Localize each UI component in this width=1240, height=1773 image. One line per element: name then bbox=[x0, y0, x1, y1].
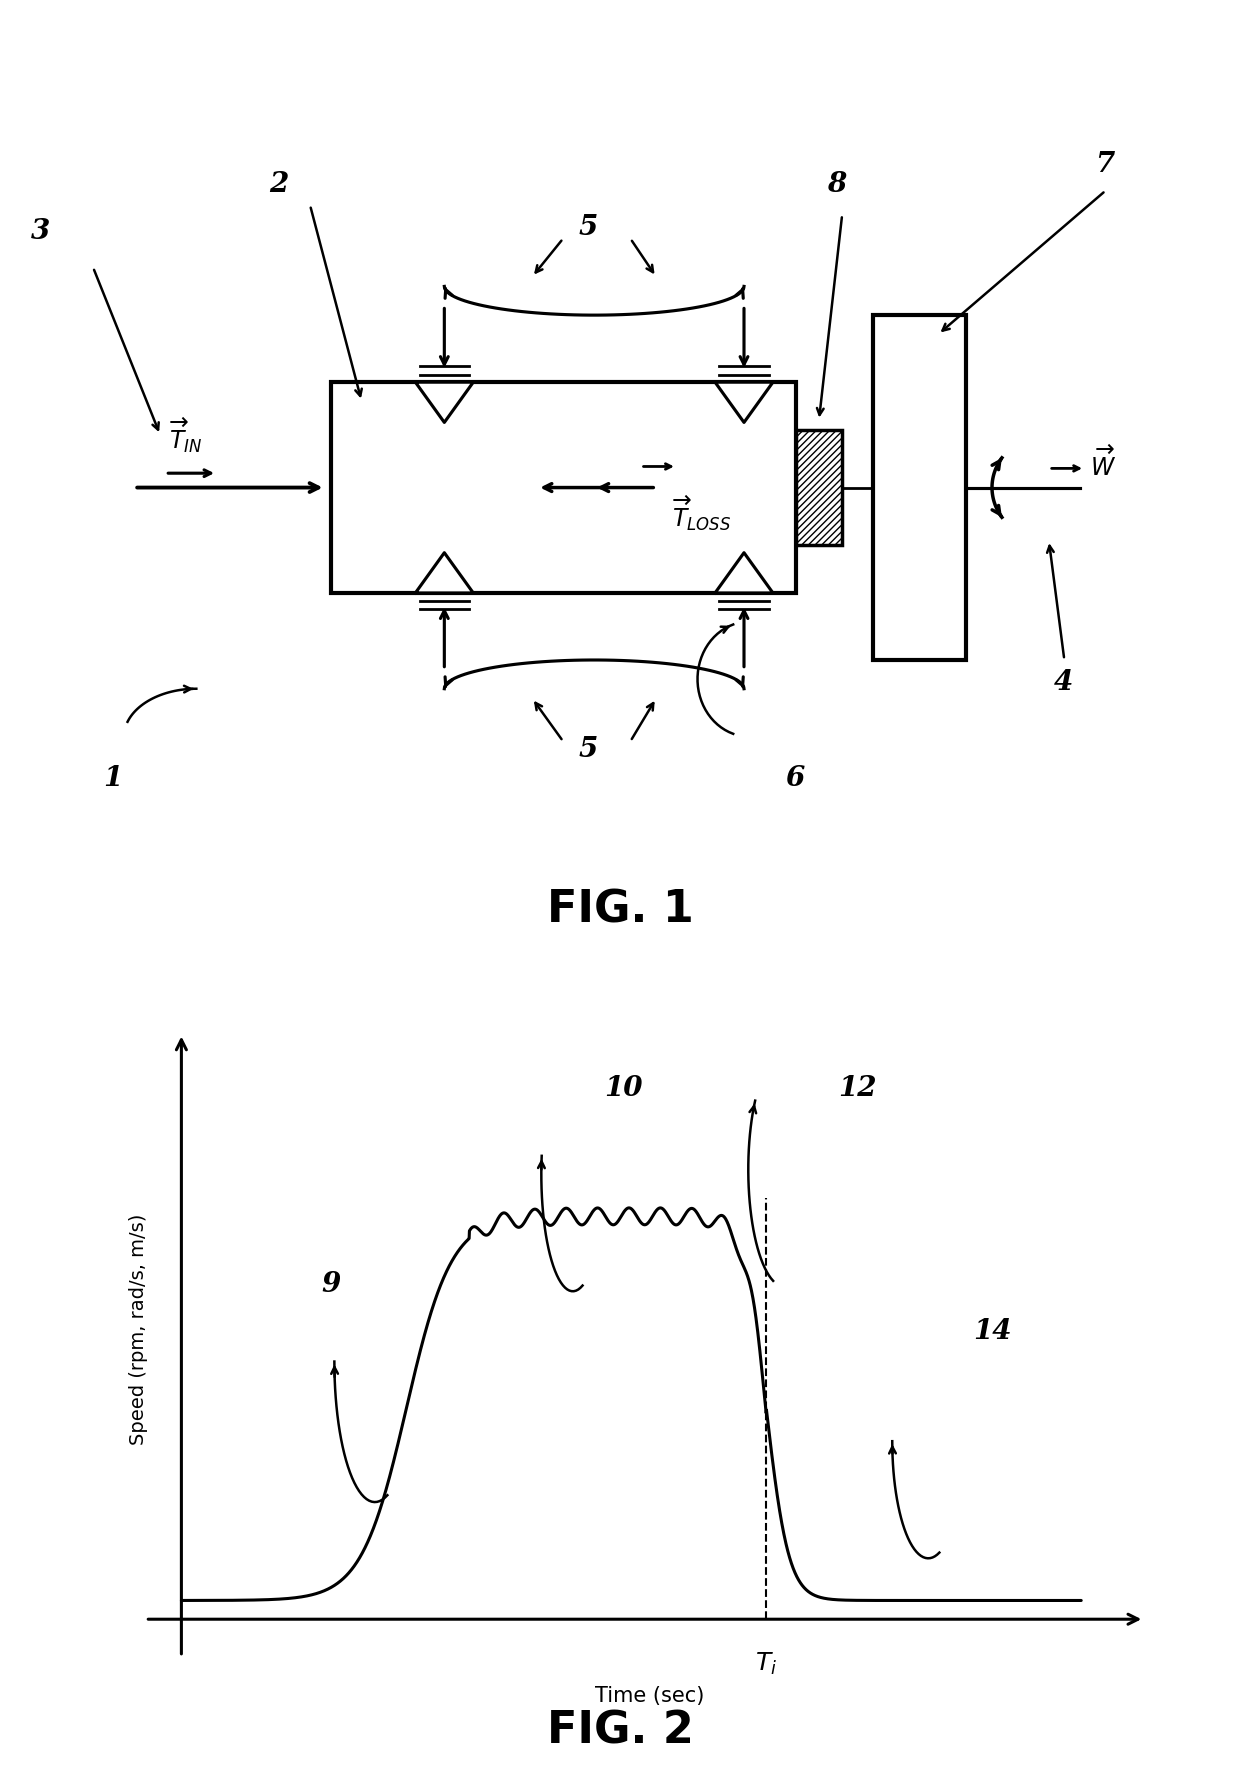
Text: 4: 4 bbox=[1054, 668, 1074, 695]
Text: Speed (rpm, rad/s, m/s): Speed (rpm, rad/s, m/s) bbox=[129, 1213, 148, 1445]
Text: 8: 8 bbox=[827, 170, 846, 197]
Text: 2: 2 bbox=[269, 170, 288, 197]
Text: $\overrightarrow{W}$: $\overrightarrow{W}$ bbox=[1090, 445, 1116, 480]
Bar bbox=[796, 431, 842, 546]
Text: FIG. 2: FIG. 2 bbox=[547, 1709, 693, 1752]
Polygon shape bbox=[415, 383, 474, 424]
Bar bbox=[331, 383, 796, 594]
Text: Time (sec): Time (sec) bbox=[595, 1684, 704, 1706]
Text: FIG. 1: FIG. 1 bbox=[547, 888, 693, 931]
Text: 3: 3 bbox=[31, 218, 51, 245]
Polygon shape bbox=[715, 553, 773, 594]
Text: 7: 7 bbox=[1095, 151, 1115, 179]
Text: 6: 6 bbox=[785, 764, 805, 791]
Text: $T_i$: $T_i$ bbox=[755, 1649, 777, 1675]
Text: $\overrightarrow{T}_{LOSS}$: $\overrightarrow{T}_{LOSS}$ bbox=[672, 493, 732, 532]
Text: 5: 5 bbox=[579, 213, 598, 241]
Bar bbox=[873, 316, 966, 661]
Text: 5: 5 bbox=[579, 736, 598, 762]
Text: 10: 10 bbox=[604, 1074, 642, 1101]
Text: 1: 1 bbox=[103, 764, 123, 791]
Text: 9: 9 bbox=[321, 1271, 340, 1298]
Text: 12: 12 bbox=[838, 1074, 877, 1101]
Text: $\overrightarrow{T}_{IN}$: $\overrightarrow{T}_{IN}$ bbox=[170, 415, 202, 454]
Text: 14: 14 bbox=[973, 1317, 1012, 1344]
Bar bbox=[796, 431, 842, 546]
Polygon shape bbox=[415, 553, 474, 594]
Polygon shape bbox=[715, 383, 773, 424]
